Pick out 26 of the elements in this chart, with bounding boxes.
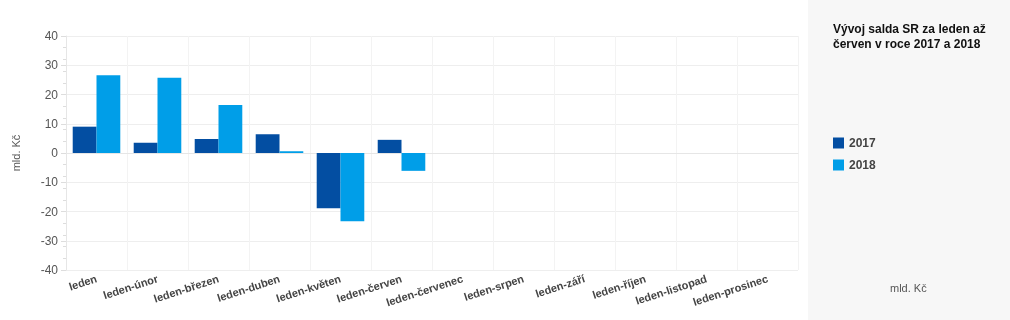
bar bbox=[96, 75, 121, 153]
y-tick-label: 20 bbox=[44, 87, 59, 102]
bar bbox=[218, 105, 243, 153]
y-tick-label: -10 bbox=[40, 175, 59, 190]
bar bbox=[133, 142, 158, 153]
y-axis-title: mld. Kč bbox=[9, 134, 22, 172]
y-tick-label: 0 bbox=[51, 146, 59, 160]
bar bbox=[377, 139, 402, 153]
x-tick-label: leden bbox=[67, 272, 99, 293]
bar bbox=[194, 138, 219, 153]
legend-label: 2018 bbox=[849, 158, 877, 172]
y-tick-label: -30 bbox=[40, 233, 59, 248]
bar bbox=[401, 153, 426, 171]
bar bbox=[157, 77, 182, 153]
bar bbox=[72, 126, 97, 153]
bar bbox=[255, 134, 280, 153]
y-tick-label: 10 bbox=[44, 116, 59, 131]
y-tick-label: 40 bbox=[44, 29, 59, 43]
text: mld. Kč bbox=[890, 281, 928, 294]
y-tick-label: -40 bbox=[40, 263, 59, 277]
y-tick-label: 30 bbox=[44, 58, 59, 73]
legend-label: 2017 bbox=[849, 136, 877, 150]
bar bbox=[340, 153, 365, 222]
bar bbox=[316, 153, 341, 209]
text: Vývoj salda SR za leden až červen v roce 2017 a 2018 bbox=[833, 21, 990, 51]
y-tick-label: -20 bbox=[40, 204, 59, 219]
